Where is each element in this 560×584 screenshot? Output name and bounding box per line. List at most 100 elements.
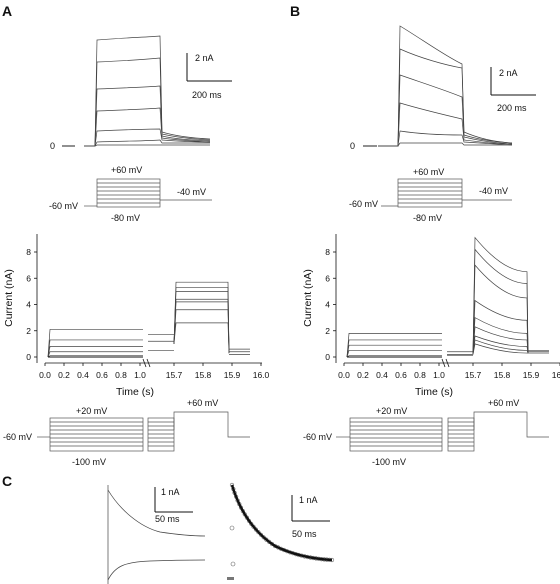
panel-letter-b: B	[290, 3, 300, 19]
x-tick-label: 0.0	[39, 370, 51, 380]
trace-step	[173, 298, 230, 354]
trace-step	[472, 335, 529, 355]
trace-b-2	[378, 48, 513, 147]
trace-b-4	[378, 102, 513, 147]
panel-b-current-traces	[378, 25, 513, 147]
trace-a-5	[84, 128, 211, 147]
trace-a-6	[84, 139, 210, 147]
scale-c1-current: 1 nA	[161, 487, 180, 497]
y-tick-label: 6	[325, 273, 330, 283]
scale-time-a: 200 ms	[192, 90, 222, 100]
x-tick-label: 1.0	[433, 370, 445, 380]
trace-a-3	[84, 85, 211, 147]
iv-protocol-top-b: +20 mV	[376, 406, 407, 416]
y-tick-label: 2	[26, 326, 31, 336]
trace-b-6	[378, 142, 512, 147]
x-tick-label: 0.2	[58, 370, 70, 380]
scale-c2-time: 50 ms	[292, 529, 317, 539]
trace-step	[472, 326, 529, 355]
protocol-bottom-a: -80 mV	[111, 213, 140, 223]
y-tick-label: 0	[325, 352, 330, 362]
scale-bar-c2: 1 nA 50 ms	[291, 495, 330, 539]
y-tick-label: 4	[26, 300, 31, 310]
trace-a-7	[84, 144, 210, 147]
protocol-tail-a: -40 mV	[177, 187, 206, 197]
panel-c-fit	[227, 482, 335, 580]
panel-letter-a: A	[2, 3, 12, 19]
y-axis-label-b: Current (nA)	[302, 269, 314, 327]
iv-protocol-bottom-b: -100 mV	[372, 457, 406, 467]
fit-curve-c	[230, 484, 333, 562]
x-tick-label: 15.8	[195, 370, 212, 380]
y-tick-label: 4	[325, 300, 330, 310]
trace-a-2	[84, 57, 211, 147]
panel-letter-c: C	[2, 473, 12, 489]
iv-protocol-hold-a: -60 mV	[3, 432, 32, 442]
trace-c-upper-decay	[107, 489, 206, 537]
trace-step	[472, 343, 528, 355]
panel-c-traces	[107, 485, 206, 584]
trace-step	[472, 236, 529, 355]
iv-protocol-bottom-a: -100 mV	[72, 457, 106, 467]
x-tick-label: 1.0	[134, 370, 146, 380]
outlier-point-c-1	[229, 525, 235, 531]
trace-pre	[47, 346, 143, 358]
axis-break-a-2	[146, 358, 151, 368]
x-tick-label: 15.7	[465, 370, 482, 380]
x-tick-label: 0.4	[376, 370, 388, 380]
iv-protocol-hold-b: -60 mV	[303, 432, 332, 442]
trace-step	[173, 309, 230, 354]
scale-current-a: 2 nA	[195, 53, 214, 63]
x-tick-label: 0.8	[414, 370, 426, 380]
scale-c1-time: 50 ms	[155, 514, 180, 524]
trace-pre	[346, 350, 442, 358]
trace-step	[173, 281, 230, 354]
trace-pre	[346, 339, 442, 358]
iv-protocol-top-a: +20 mV	[76, 406, 107, 416]
y-tick-label: 0	[26, 352, 31, 362]
scale-time-b: 200 ms	[497, 103, 527, 113]
x-tick-label: 0.4	[77, 370, 89, 380]
protocol-top-a: +60 mV	[111, 165, 142, 175]
trace-step	[173, 291, 230, 354]
x-tick-label: 16.0	[552, 370, 560, 380]
trace-b-5	[378, 130, 513, 147]
y-tick-label: 6	[26, 273, 31, 283]
scale-bar-b: 2 nA 200 ms	[490, 67, 536, 113]
trace-pre	[47, 351, 143, 358]
protocol-hold-a: -60 mV	[49, 201, 78, 211]
x-tick-label: 0.6	[395, 370, 407, 380]
trace-step	[472, 264, 529, 355]
x-tick-label: 16.0	[253, 370, 270, 380]
trace-step	[472, 317, 529, 355]
x-tick-label: 15.8	[494, 370, 511, 380]
trace-pre	[346, 344, 442, 358]
axis-break-b-2	[445, 358, 450, 368]
protocol-bottom-b: -80 mV	[413, 213, 442, 223]
panel-a-current-traces	[84, 35, 211, 147]
trace-step	[472, 299, 529, 355]
x-tick-label: 15.9	[523, 370, 540, 380]
outlier-point-c-2	[230, 561, 236, 567]
x-axis-label-b: Time (s)	[415, 386, 453, 398]
trace-a-4	[84, 107, 211, 147]
trace-a-1	[84, 35, 211, 147]
lower-plot-b: 0 2 4 6 8 0.0 0.2 0.4 0.6 0.8 1.0 15.7 15.8 15.9 16.0…	[302, 234, 560, 398]
trace-step	[173, 287, 230, 354]
x-axis-label-a: Time (s)	[116, 386, 154, 398]
y-tick-label: 2	[325, 326, 330, 336]
x-tick-label: 0.6	[96, 370, 108, 380]
axis-break-b-1	[441, 358, 446, 368]
trace-b-1	[378, 25, 513, 147]
baseline-points-c	[227, 577, 234, 580]
x-tick-label: 15.7	[166, 370, 183, 380]
trace-b-3	[378, 74, 513, 147]
x-tick-label: 0.0	[338, 370, 350, 380]
trace-step	[472, 248, 529, 355]
trace-pre	[47, 329, 143, 358]
scale-current-b: 2 nA	[499, 68, 518, 78]
protocol-top-b: +60 mV	[413, 167, 444, 177]
x-tick-label: 15.9	[224, 370, 241, 380]
zero-label-b: 0	[350, 141, 355, 151]
